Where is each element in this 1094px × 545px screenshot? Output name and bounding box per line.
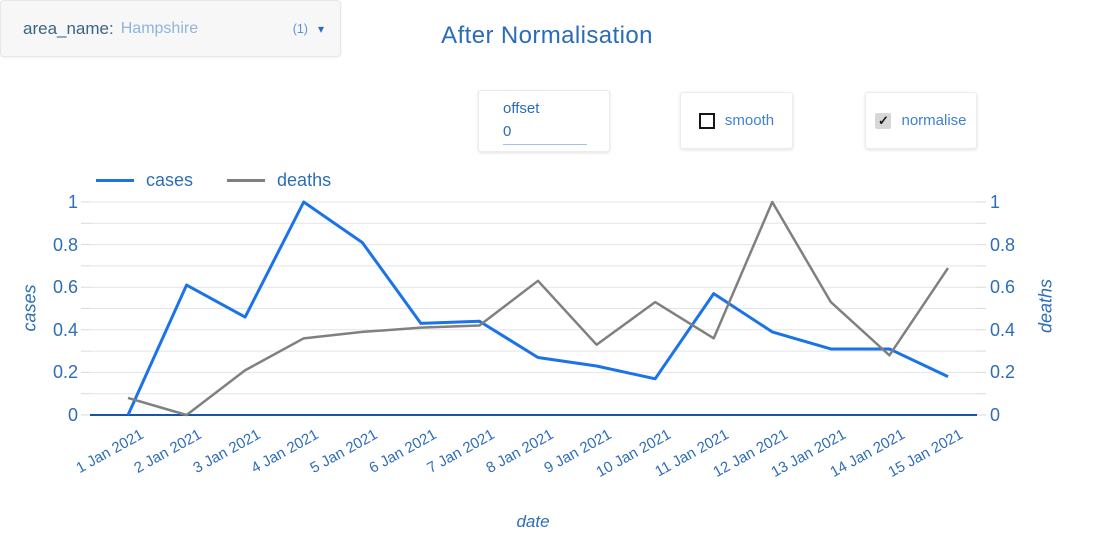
- y-tick-label-left: 0.8: [52, 234, 78, 255]
- legend-swatch-cases: [96, 179, 134, 182]
- y-tick-label-left: 0.6: [52, 277, 78, 298]
- smooth-checkbox[interactable]: [698, 112, 715, 129]
- area-name-dropdown-label: area_name:: [23, 18, 114, 38]
- y-tick-label-left: 0: [67, 405, 78, 425]
- area-name-dropdown[interactable]: area_name: Hampshire (1) ▾: [0, 0, 341, 57]
- y-tick-label-right: 0.4: [990, 319, 1016, 340]
- legend-swatch-deaths: [227, 179, 266, 182]
- y-tick-label-right: 0.2: [990, 362, 1016, 383]
- y-tick-label-right: 0.6: [990, 277, 1016, 298]
- y-axis-title-left: cases: [19, 284, 40, 332]
- y-axis-title-right: deaths: [1035, 278, 1056, 334]
- y-tick-label-left: 0.4: [52, 319, 78, 340]
- offset-value: 0: [503, 123, 512, 140]
- normalise-label: normalise: [901, 112, 967, 129]
- y-tick-label-left: 1: [67, 192, 78, 212]
- offset-card: offset 0: [478, 90, 610, 152]
- normalise-card: ✓ normalise: [865, 92, 977, 149]
- check-icon: ✓: [878, 112, 889, 128]
- legend-item-cases[interactable]: cases: [96, 170, 193, 191]
- offset-input[interactable]: 0: [503, 123, 587, 145]
- chart-legend: cases deaths: [96, 170, 365, 191]
- y-tick-label-left: 0.2: [52, 362, 78, 383]
- area-name-dropdown-value: Hampshire: [120, 19, 199, 37]
- y-tick-label-right: 0.8: [990, 234, 1016, 255]
- chevron-down-icon: ▾: [317, 21, 324, 36]
- x-axis-title: date: [516, 512, 550, 531]
- smooth-label: smooth: [724, 112, 775, 129]
- legend-item-deaths[interactable]: deaths: [227, 170, 331, 191]
- series-line-deaths: [127, 200, 950, 417]
- page-title: After Normalisation: [441, 22, 653, 49]
- normalise-checkbox[interactable]: ✓: [875, 112, 892, 129]
- legend-label-cases: cases: [146, 170, 194, 190]
- offset-label: offset: [503, 100, 540, 117]
- area-count-badge: (1): [292, 21, 308, 36]
- y-tick-label-right: 0: [990, 405, 1001, 425]
- legend-label-deaths: deaths: [277, 170, 332, 190]
- y-tick-label-right: 1: [990, 192, 1001, 212]
- series-line-cases: [126, 200, 949, 416]
- smooth-card: smooth: [680, 92, 793, 149]
